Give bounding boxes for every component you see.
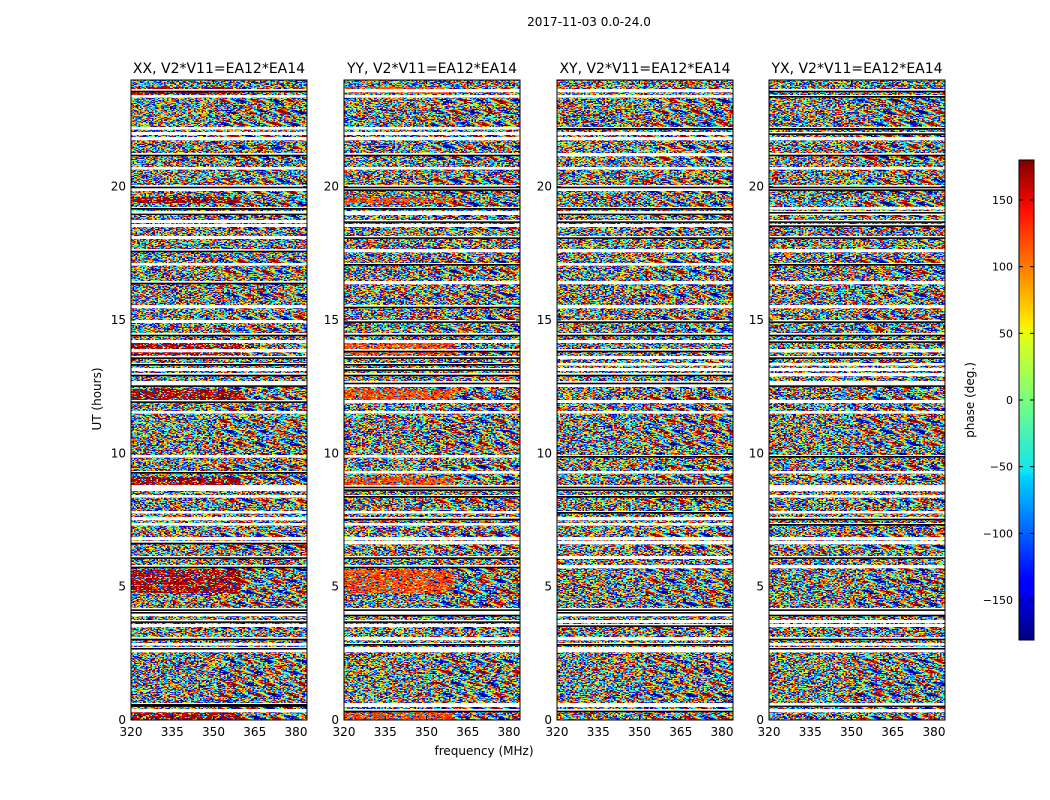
x-tick-label: 320 [333,725,356,739]
x-tick-label: 365 [456,725,479,739]
y-tick-label: 5 [756,580,764,594]
panel-xx: XX, V2*V11=EA12*EA14 320 335 350 365 380 0 5 10 1… [111,61,308,739]
panel-frame [130,79,308,721]
colorbar-label: phase (deg.) [963,362,977,438]
panel-title: YX, V2*V11=EA12*EA14 [770,61,942,77]
y-tick-label: 0 [118,713,126,727]
colorbar-ticks: 150 100 50 0 −50 −100 −150 [983,194,1034,607]
y-tick-label: 0 [756,713,764,727]
y-axis-label: UT (hours) [90,367,104,430]
panel-yy: YY, V2*V11=EA12*EA14 320 335 350 365 380 0 5 10 1… [324,61,521,739]
colorbar-tick-label: 0 [1006,394,1013,407]
x-tick-label: 365 [881,725,904,739]
y-tick-label: 20 [537,180,552,194]
x-tick-label: 365 [669,725,692,739]
y-tick-label: 5 [544,580,552,594]
x-tick-label: 320 [120,725,143,739]
y-tick-label: 10 [111,446,126,460]
y-tick-label: 0 [544,713,552,727]
x-tick-label: 380 [711,725,734,739]
phase-heatmap [557,80,733,720]
x-tick-label: 335 [374,725,397,739]
colorbar: 150 100 50 0 −50 −100 −150 phase (deg.) [963,159,1035,641]
panel-yx: YX, V2*V11=EA12*EA14 320 335 350 365 380 0 5 10 1… [749,61,946,739]
x-tick-label: 335 [799,725,822,739]
y-tick-label: 20 [324,180,339,194]
x-tick-label: 350 [840,725,863,739]
panel-title: XX, V2*V11=EA12*EA14 [133,61,305,77]
y-tick-label: 10 [537,446,552,460]
y-tick-label: 20 [111,180,126,194]
panel-frame [768,79,946,721]
x-tick-label: 350 [415,725,438,739]
panel-title: YY, V2*V11=EA12*EA14 [346,61,517,77]
y-tick-label: 15 [111,313,126,327]
panels: XX, V2*V11=EA12*EA14 320 335 350 365 380 0 5 10 1… [111,61,946,739]
y-tick-label: 15 [324,313,339,327]
panel-xy: XY, V2*V11=EA12*EA14 320 335 350 365 380 0 5 10 1… [537,61,734,739]
x-tick-label: 380 [285,725,308,739]
y-tick-label: 15 [749,313,764,327]
x-tick-label: 380 [498,725,521,739]
phase-heatmap [344,80,520,720]
x-tick-label: 365 [243,725,266,739]
panel-frame [343,79,521,721]
x-tick-label: 350 [202,725,225,739]
y-tick-label: 15 [537,313,552,327]
x-tick-label: 335 [161,725,184,739]
y-tick-label: 20 [749,180,764,194]
colorbar-tick-label: 150 [992,194,1013,207]
phase-heatmap [769,80,945,720]
panel-title: XY, V2*V11=EA12*EA14 [559,61,730,77]
x-tick-label: 335 [587,725,610,739]
colorbar-tick-label: −50 [990,461,1013,474]
x-tick-label: 380 [923,725,946,739]
x-tick-label: 350 [628,725,651,739]
x-tick-label: 320 [758,725,781,739]
y-tick-label: 5 [118,580,126,594]
y-tick-label: 10 [749,446,764,460]
x-axis-label: frequency (MHz) [434,744,533,758]
x-tick-label: 320 [546,725,569,739]
figure-suptitle: 2017-11-03 0.0-24.0 [527,15,651,29]
y-tick-label: 0 [331,713,339,727]
colorbar-tick-label: 50 [999,327,1013,340]
colorbar-tick-label: −100 [983,527,1013,540]
colorbar-tick-label: 100 [992,261,1013,274]
y-tick-label: 5 [331,580,339,594]
panel-frame [556,79,734,721]
phase-heatmap [131,80,307,720]
y-tick-label: 10 [324,446,339,460]
colorbar-tick-label: −150 [983,594,1013,607]
